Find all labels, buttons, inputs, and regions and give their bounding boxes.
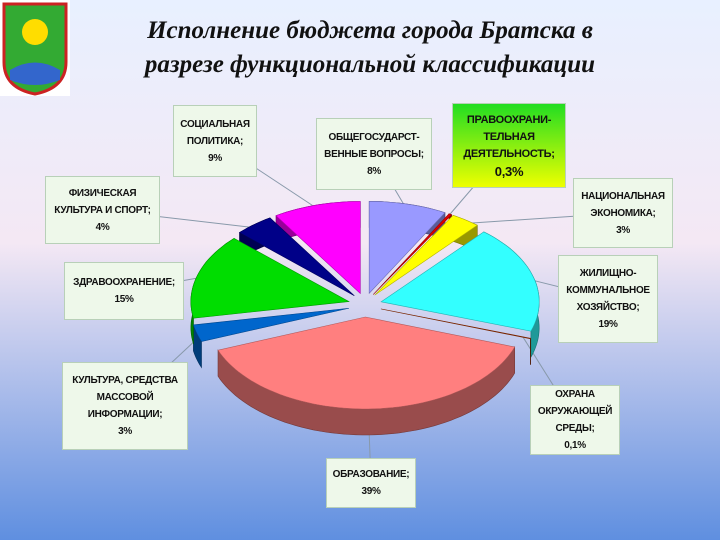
value-label: 39% — [361, 486, 381, 497]
data-label-box: ОБРАЗОВАНИЕ; 39% — [326, 458, 416, 508]
data-label-box: ОХРАНА ОКРУЖАЮЩЕЙ СРЕДЫ; 0,1% — [530, 385, 620, 455]
category-label: НАЦИОНАЛЬНАЯ ЭКОНОМИКА; — [581, 190, 665, 219]
chart-title: Исполнение бюджета города Братска в разр… — [144, 17, 596, 78]
value-label: 0,1% — [564, 440, 586, 451]
value-label: 15% — [114, 294, 134, 305]
category-label: ОБРАЗОВАНИЕ; — [332, 469, 410, 480]
category-label: ФИЗИЧЕСКАЯ КУЛЬТУРА И СПОРТ; — [54, 187, 151, 216]
data-label-box: ЖИЛИЩНО- КОММУНАЛЬНОЕ ХОЗЯЙСТВО; 19% — [558, 255, 658, 343]
slice — [192, 307, 349, 342]
slice — [190, 238, 350, 319]
category-label: ОБЩЕГОСУДАРСТ- ВЕННЫЕ ВОПРОСЫ; — [324, 131, 424, 160]
value-label: 3% — [616, 224, 630, 236]
category-label: ПРАВООХРАНИ- ТЕЛЬНАЯ ДЕЯТЕЛЬНОСТЬ; — [463, 113, 555, 160]
data-label-box: ПРАВООХРАНИ- ТЕЛЬНАЯ ДЕЯТЕЛЬНОСТЬ; 0,3% — [452, 103, 566, 188]
logo — [0, 0, 70, 96]
slice — [372, 213, 453, 295]
category-label: СОЦИАЛЬНАЯ ПОЛИТИКА; — [180, 118, 250, 147]
value-label: 19% — [598, 319, 618, 330]
value-label: 0,3% — [494, 163, 524, 179]
slice — [374, 214, 478, 296]
category-label: ОХРАНА ОКРУЖАЮЩЕЙ СРЕДЫ; — [537, 389, 613, 434]
slice — [217, 316, 516, 410]
data-label-box: ОБЩЕГОСУДАРСТ- ВЕННЫЕ ВОПРОСЫ; 8% — [316, 118, 432, 190]
slice — [380, 308, 532, 340]
value-label: 4% — [95, 221, 110, 233]
data-label-box: КУЛЬТУРА, СРЕДСТВА МАССОВОЙ ИНФОРМАЦИИ; 3… — [62, 362, 188, 450]
category-label: КУЛЬТУРА, СРЕДСТВА МАССОВОЙ ИНФОРМАЦИИ; — [72, 375, 178, 420]
data-label-box: ЗДРАВООХРАНЕНИЕ; 15% — [64, 262, 184, 320]
data-label-box: ФИЗИЧЕСКАЯ КУЛЬТУРА И СПОРТ; 4% — [45, 176, 160, 244]
slice — [368, 201, 446, 295]
value-label: 3% — [118, 426, 132, 437]
slice — [380, 231, 540, 332]
slice — [238, 217, 355, 296]
category-label: ЗДРАВООХРАНЕНИЕ; — [73, 277, 175, 288]
value-label: 8% — [367, 165, 381, 177]
data-label-box: СОЦИАЛЬНАЯ ПОЛИТИКА; 9% — [173, 105, 257, 177]
data-label-box: НАЦИОНАЛЬНАЯ ЭКОНОМИКА; 3% — [573, 178, 673, 248]
category-label: ЖИЛИЩНО- КОММУНАЛЬНОЕ ХОЗЯЙСТВО; — [566, 268, 650, 313]
slice — [275, 201, 361, 295]
value-label: 9% — [208, 152, 222, 164]
